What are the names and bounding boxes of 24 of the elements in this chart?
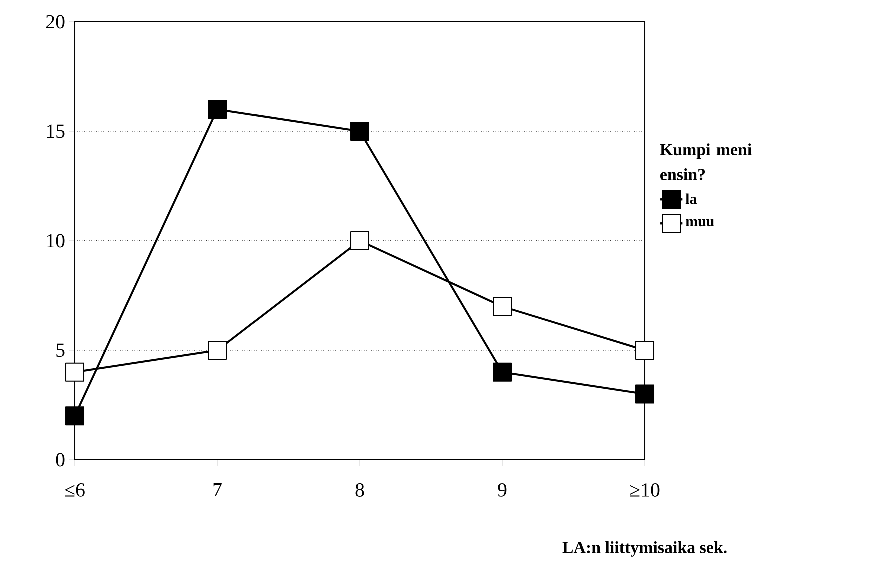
legend-label: muu (686, 219, 714, 227)
point (636, 340, 655, 360)
point (350, 122, 370, 141)
y-tick-label: 0 (56, 453, 65, 467)
x-tick-label: ≤6 (65, 484, 85, 497)
x-tick-label: 9 (498, 484, 507, 497)
x-tick-label: ≥10 (630, 484, 660, 497)
legend-label: la (686, 194, 697, 204)
y-tick-label: 15 (47, 124, 65, 138)
point (66, 406, 85, 426)
point (493, 362, 512, 382)
y-tick-label: 20 (46, 15, 65, 29)
legend-title: Kumpi meni ensin? (660, 144, 752, 181)
point (636, 384, 655, 404)
point (208, 340, 228, 360)
x-axis-title: LA:n liittymisaika sek. (562, 542, 727, 557)
x-tick-label: 8 (356, 484, 364, 497)
point (350, 231, 370, 250)
y-tick-label: 5 (56, 344, 65, 358)
x-tick-label: 7 (214, 484, 222, 497)
point (66, 362, 85, 382)
y-tick-label: 10 (47, 234, 65, 248)
point (208, 100, 228, 120)
point (493, 297, 512, 316)
